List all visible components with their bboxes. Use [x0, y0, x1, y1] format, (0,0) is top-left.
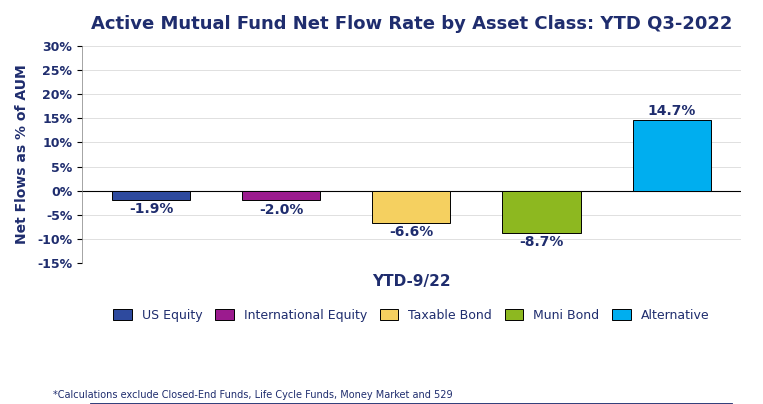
Text: -1.9%: -1.9%: [129, 202, 173, 217]
Text: -2.0%: -2.0%: [259, 203, 304, 217]
X-axis label: YTD-9/22: YTD-9/22: [372, 274, 451, 290]
Text: -8.7%: -8.7%: [520, 235, 564, 249]
Legend: US Equity, International Equity, Taxable Bond, Muni Bond, Alternative: US Equity, International Equity, Taxable…: [108, 304, 714, 327]
Y-axis label: Net Flows as % of AUM: Net Flows as % of AUM: [15, 65, 29, 244]
Bar: [112, 191, 190, 200]
Bar: [633, 120, 710, 191]
Bar: [503, 191, 581, 233]
Bar: [372, 191, 450, 223]
Text: -6.6%: -6.6%: [389, 225, 433, 239]
Bar: [242, 191, 320, 200]
Text: *Calculations exclude Closed-End Funds, Life Cycle Funds, Money Market and 529: *Calculations exclude Closed-End Funds, …: [53, 390, 453, 400]
Text: 14.7%: 14.7%: [648, 104, 696, 118]
Title: Active Mutual Fund Net Flow Rate by Asset Class: YTD Q3-2022: Active Mutual Fund Net Flow Rate by Asse…: [91, 15, 732, 33]
